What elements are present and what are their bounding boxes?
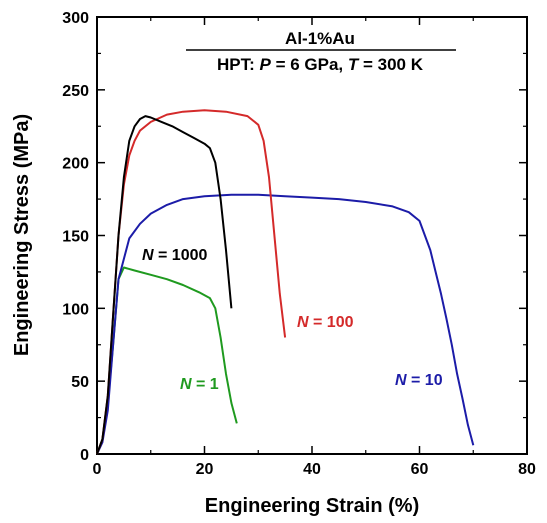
series-label-n100: N = 100 bbox=[297, 314, 354, 331]
y-tick-label: 150 bbox=[62, 229, 89, 246]
x-axis-title: Engineering Strain (%) bbox=[205, 495, 419, 517]
series-line-n1000 bbox=[96, 115, 233, 455]
y-tick-label: 200 bbox=[62, 156, 89, 173]
x-tick-label: 80 bbox=[518, 461, 536, 478]
x-tick-label: 60 bbox=[411, 461, 429, 478]
x-tick-label: 40 bbox=[303, 461, 321, 478]
title-prefix: HPT: bbox=[217, 55, 260, 74]
series-label-symbol: N bbox=[297, 314, 309, 331]
series-label-value: = 100 bbox=[309, 314, 354, 331]
series-label-symbol: N bbox=[395, 372, 407, 389]
series-label-value: = 1 bbox=[192, 376, 219, 393]
series-curves bbox=[96, 109, 475, 455]
y-tick-label: 250 bbox=[62, 83, 89, 100]
plot-frame bbox=[96, 16, 528, 455]
x-tick-label: 20 bbox=[196, 461, 214, 478]
y-tick-label: 100 bbox=[62, 301, 89, 318]
y-tick-label: 50 bbox=[71, 374, 89, 391]
series-label-value: = 1000 bbox=[154, 247, 208, 264]
title-t-value: = 300 K bbox=[358, 55, 423, 74]
series-label-symbol: N bbox=[142, 247, 154, 264]
x-tick-label: 0 bbox=[93, 461, 102, 478]
series-line-n10 bbox=[96, 193, 475, 455]
series-label-value: = 10 bbox=[407, 372, 443, 389]
y-tick-label: 0 bbox=[80, 447, 89, 464]
title-t-symbol: T bbox=[348, 55, 360, 74]
series-label-n1000: N = 1000 bbox=[142, 247, 207, 264]
y-tick-label: 300 bbox=[62, 10, 89, 27]
series-label-n10: N = 10 bbox=[395, 372, 443, 389]
series-label-symbol: N bbox=[180, 376, 192, 393]
title-p-value: = 6 GPa, bbox=[271, 55, 348, 74]
y-axis-title: Engineering Stress (MPa) bbox=[11, 114, 33, 356]
series-label-n1: N = 1 bbox=[180, 376, 219, 393]
chart-title-line2: HPT: P = 6 GPa, T = 300 K bbox=[217, 55, 424, 74]
chart-title-line1: Al-1%Au bbox=[285, 29, 355, 48]
axis-ticks: 0 20 40 60 80 0 50 100 150 200 250 300 bbox=[62, 10, 536, 478]
title-p-symbol: P bbox=[260, 55, 272, 74]
